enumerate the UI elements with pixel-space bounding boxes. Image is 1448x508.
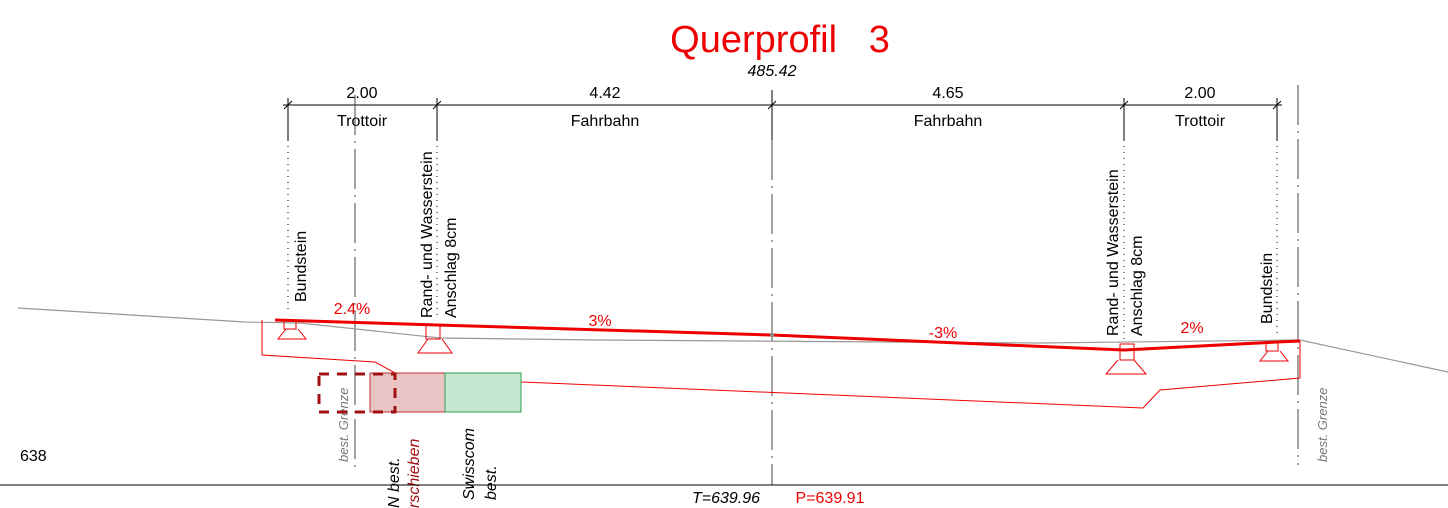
ew-duct: [369, 372, 446, 413]
road-surface: [274, 318, 1301, 352]
structure-outline: [261, 320, 1301, 409]
station: 485.42: [748, 63, 797, 80]
curbs: [276, 319, 1290, 375]
slope: 2%: [1180, 320, 1203, 337]
swisscom-duct: [444, 372, 522, 413]
element-label: Bundstein: [1259, 253, 1276, 324]
dim-length: 4.65: [932, 85, 963, 102]
element-label: Rand- und Wasserstein: [419, 151, 436, 318]
guides: [287, 140, 1278, 340]
boundary-label: best. Grenze: [1315, 388, 1330, 462]
pipe-label: Swisscom: [461, 428, 478, 500]
terrain-level: T=639.96: [692, 490, 760, 507]
pipe-label: best.: [483, 465, 500, 500]
dim-label: Fahrbahn: [571, 113, 640, 130]
project-level: P=639.91: [796, 490, 865, 507]
title: Querprofil 3: [670, 19, 890, 61]
slope: 3%: [588, 313, 611, 330]
element-label: Rand- und Wasserstein: [1105, 169, 1122, 336]
axis-lines: [354, 85, 1299, 485]
elevation-label: 638: [20, 448, 47, 465]
dim-length: 2.00: [1184, 85, 1215, 102]
ew-new-position: [317, 372, 397, 414]
dim-label: Fahrbahn: [914, 113, 983, 130]
element-label: Anschlag 8cm: [443, 218, 460, 319]
boundary-label: best. Grenze: [336, 388, 351, 462]
axis-point: [770, 333, 774, 337]
element-label: Anschlag 8cm: [1129, 236, 1146, 337]
dim-label: Trottoir: [1175, 113, 1226, 130]
slope: -3%: [929, 325, 957, 342]
dim-length: 2.00: [346, 85, 377, 102]
element-label: Bundstein: [293, 231, 310, 302]
dim-label: Trottoir: [337, 113, 388, 130]
slope: 2.4%: [334, 301, 370, 318]
dimension-line: [283, 90, 1282, 140]
dim-length: 4.42: [589, 85, 620, 102]
pipe-label: N best.: [386, 457, 403, 508]
pipe-note: rschieben: [406, 439, 423, 508]
terrain: [17, 307, 1448, 373]
